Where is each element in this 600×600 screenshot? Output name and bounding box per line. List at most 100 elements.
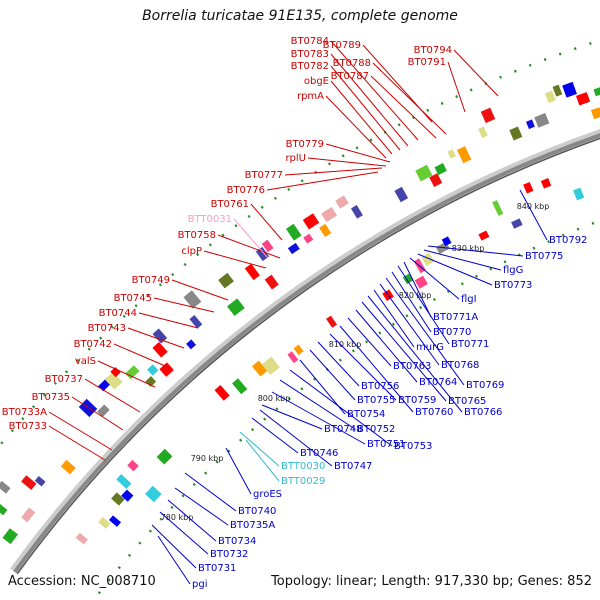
gene-label[interactable]: groES [253,489,282,500]
gene-feature [75,532,88,545]
gene-label[interactable]: BT0733 [9,421,47,432]
leader-line [403,261,432,318]
gene-label[interactable]: BTT0029 [281,476,325,487]
gene-label[interactable]: BT0749 [132,275,170,286]
kbp-tick-label: 780 kbp [161,513,194,522]
gene-feature [302,213,320,230]
leader-line [355,309,418,383]
gene-label[interactable]: BT0771 [451,339,489,350]
gene-label[interactable]: BT0787 [331,71,369,82]
gene-label[interactable]: BT0754 [347,409,385,420]
gene-label[interactable]: BT0746 [300,448,338,459]
gene-label[interactable]: BT0732 [210,549,248,560]
gene-label[interactable]: BT0734 [218,536,256,547]
leader-line [151,524,197,569]
gene-label[interactable]: BT0752 [357,424,395,435]
label-leader-lines [48,40,548,585]
gene-label[interactable]: BT0758 [178,230,216,241]
gene-feature [415,164,433,182]
gene-label[interactable]: clpP [181,246,202,257]
gene-label[interactable]: BTT0031 [188,214,232,225]
gene-label[interactable]: BT0765 [448,396,486,407]
gene-feature [218,272,234,289]
gene-feature [108,515,122,527]
gene-label[interactable]: BT0771A [433,312,478,323]
gene-label[interactable]: BT0761 [211,199,249,210]
gene-label[interactable]: BT0743 [88,323,126,334]
leader-line [138,312,199,329]
gene-label[interactable]: flgG [503,265,523,276]
gene-label[interactable]: BT0735 [32,392,70,403]
gene-feature [98,516,111,529]
leader-line [167,499,217,542]
gene-label[interactable]: rpmA [297,91,324,102]
leader-line [157,535,191,585]
gene-label[interactable]: BT0777 [245,170,283,181]
gene-feature [429,173,443,188]
gene-feature [244,263,260,281]
leader-line [453,49,499,97]
leader-line [71,396,124,431]
gene-label[interactable]: BT0745 [114,293,152,304]
gene-label[interactable]: BT0794 [414,45,452,56]
gene-label[interactable]: BT0769 [466,380,504,391]
gene-feature [156,448,173,465]
gene-label[interactable]: BT0789 [323,40,361,51]
leader-line [299,359,346,415]
gene-feature [593,87,600,97]
gene-label[interactable]: BT0792 [549,235,587,246]
gene-label[interactable]: rplU [285,153,306,164]
gene-label[interactable]: BT0759 [398,395,436,406]
gene-label[interactable]: BT0760 [415,407,453,418]
gene-label[interactable]: BT0731 [198,563,236,574]
leader-line [330,53,409,147]
gene-label[interactable]: BT0766 [464,407,502,418]
gene-label[interactable]: BT0733A [2,407,47,418]
gene-label[interactable]: BT0744 [99,308,137,319]
leader-line [330,40,419,141]
gene-label[interactable]: BT0773 [494,280,532,291]
gene-label[interactable]: BT0756 [361,381,399,392]
gene-label[interactable]: BT0776 [227,185,265,196]
gene-label[interactable]: BT0737 [45,374,83,385]
gene-feature [457,146,472,164]
gene-label[interactable]: BT0735A [230,520,275,531]
leader-line [113,343,171,369]
leader-line [317,341,360,387]
gene-feature [261,356,280,376]
gene-label[interactable]: valS [75,356,96,367]
leader-line [289,369,393,447]
gene-label[interactable]: flgI [461,294,477,305]
gene-feature [523,181,534,194]
leader-line [367,295,463,413]
gene-label[interactable]: BT0788 [333,58,371,69]
gene-feature [97,404,110,418]
leader-line [385,277,465,386]
gene-label[interactable]: BT0791 [408,57,446,68]
gene-label[interactable]: obgE [304,76,329,87]
gene-label[interactable]: BT0742 [74,339,112,350]
leader-line [423,249,502,271]
gene-label[interactable]: BT0784 [291,36,329,47]
gene-label[interactable]: BT0768 [441,360,479,371]
gene-label[interactable]: BT0782 [291,61,329,72]
gene-feature [590,107,600,120]
gene-label[interactable]: BT0783 [291,49,329,60]
gene-label[interactable]: BT0779 [286,139,324,150]
gene-label[interactable]: BT0764 [419,377,457,388]
gene-label[interactable]: BT0747 [334,461,372,472]
gene-label[interactable]: BTT0030 [281,461,325,472]
gene-label[interactable]: BT0753 [394,441,432,452]
gene-label[interactable]: BT0775 [525,251,563,262]
gene-label[interactable]: BT0740 [238,506,276,517]
gene-label[interactable]: BT0763 [393,361,431,372]
gene-label[interactable]: murG [416,342,444,353]
gene-label[interactable]: BT0755 [357,395,395,406]
gene-feature [509,126,523,141]
gene-label[interactable]: BT0748 [324,424,362,435]
leader-line [251,417,299,454]
gene-label[interactable]: pgi [192,579,207,590]
gene-label[interactable]: BT0751 [367,439,405,450]
gene-label[interactable]: BT0770 [433,327,471,338]
leader-line [339,325,414,413]
